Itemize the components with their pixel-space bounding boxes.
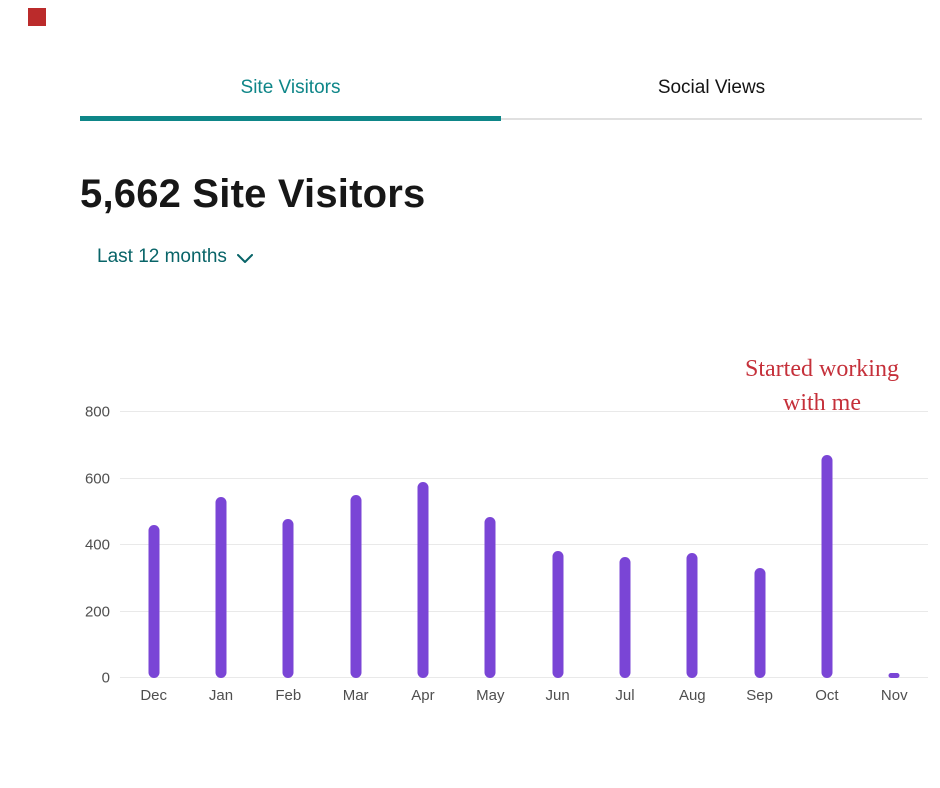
page-title: 5,662 Site Visitors — [80, 172, 426, 216]
logo-mark — [28, 8, 46, 26]
bar-column-jan: Jan — [187, 412, 254, 704]
tab-site-visitors[interactable]: Site Visitors — [80, 58, 501, 121]
tab-social-views[interactable]: Social Views — [501, 58, 922, 118]
x-axis-label: May — [476, 687, 505, 704]
annotation-line-1: Started working — [745, 356, 899, 382]
visitors-bar-chart: Started working with me 0 200 400 600 800 Dec… — [80, 340, 928, 740]
x-axis-label: Aug — [678, 687, 706, 704]
x-axis-label: Dec — [140, 687, 167, 704]
y-axis-label: 400 — [84, 536, 110, 554]
x-axis-label: Nov — [880, 687, 908, 704]
bar-oct[interactable] — [821, 455, 833, 678]
bar-aug[interactable] — [686, 553, 698, 678]
x-axis-label: Sep — [746, 687, 773, 704]
bar-mar[interactable] — [350, 495, 362, 678]
date-range-dropdown[interactable]: Last 12 months — [97, 246, 253, 268]
x-axis-label: Apr — [411, 687, 435, 704]
bar-dec[interactable] — [148, 525, 160, 678]
bar-columns: Dec Jan Feb Mar Apr May Jun Jul Aug Sep Oct Nov — [120, 412, 928, 704]
y-axis-label: 800 — [84, 403, 110, 421]
bar-nov[interactable] — [888, 673, 900, 678]
bar-column-dec: Dec — [120, 412, 187, 704]
tab-site-visitors-label: Site Visitors — [240, 77, 341, 98]
y-axis-label: 600 — [84, 470, 110, 487]
bar-jul[interactable] — [619, 556, 631, 678]
y-axis-label: 0 — [101, 669, 110, 687]
bar-column-feb: Feb — [255, 412, 322, 704]
gridline — [120, 477, 928, 479]
x-axis-label: Jan — [208, 687, 234, 704]
gridline — [120, 610, 928, 612]
chart-annotation: Started working with me — [702, 352, 940, 420]
bar-column-jul: Jul — [591, 412, 658, 704]
bar-column-may: May — [457, 412, 524, 704]
gridline — [120, 677, 928, 678]
x-axis-label: Jun — [545, 687, 570, 704]
date-range-label: Last 12 months — [97, 246, 227, 267]
bar-column-nov: Nov — [861, 412, 928, 704]
bar-column-jun: Jun — [524, 412, 591, 704]
gridline — [120, 411, 928, 412]
bar-column-mar: Mar — [322, 412, 389, 704]
chevron-down-icon — [236, 254, 253, 263]
bar-column-aug: Aug — [659, 412, 726, 704]
y-axis-label: 200 — [84, 603, 110, 620]
bar-sep[interactable] — [754, 568, 766, 678]
x-axis-label: Jul — [615, 687, 635, 704]
bar-jan[interactable] — [215, 496, 227, 678]
plot-area: 0 200 400 600 800 Dec Jan Feb Mar Apr May Jun Jul Aug… — [85, 404, 928, 704]
x-axis-label: Feb — [275, 687, 302, 704]
bar-column-apr: Apr — [389, 412, 456, 704]
tab-social-views-label: Social Views — [657, 77, 766, 98]
bar-feb[interactable] — [282, 519, 294, 678]
bar-jun[interactable] — [552, 551, 564, 678]
x-axis-label: Oct — [815, 687, 839, 704]
x-axis-label: Mar — [342, 687, 369, 704]
bar-may[interactable] — [484, 517, 496, 678]
bar-column-sep: Sep — [726, 412, 793, 704]
bar-column-oct: Oct — [793, 412, 860, 704]
gridline — [120, 544, 928, 545]
bar-apr[interactable] — [417, 481, 429, 678]
tab-bar: Site Visitors Social Views — [80, 58, 922, 121]
